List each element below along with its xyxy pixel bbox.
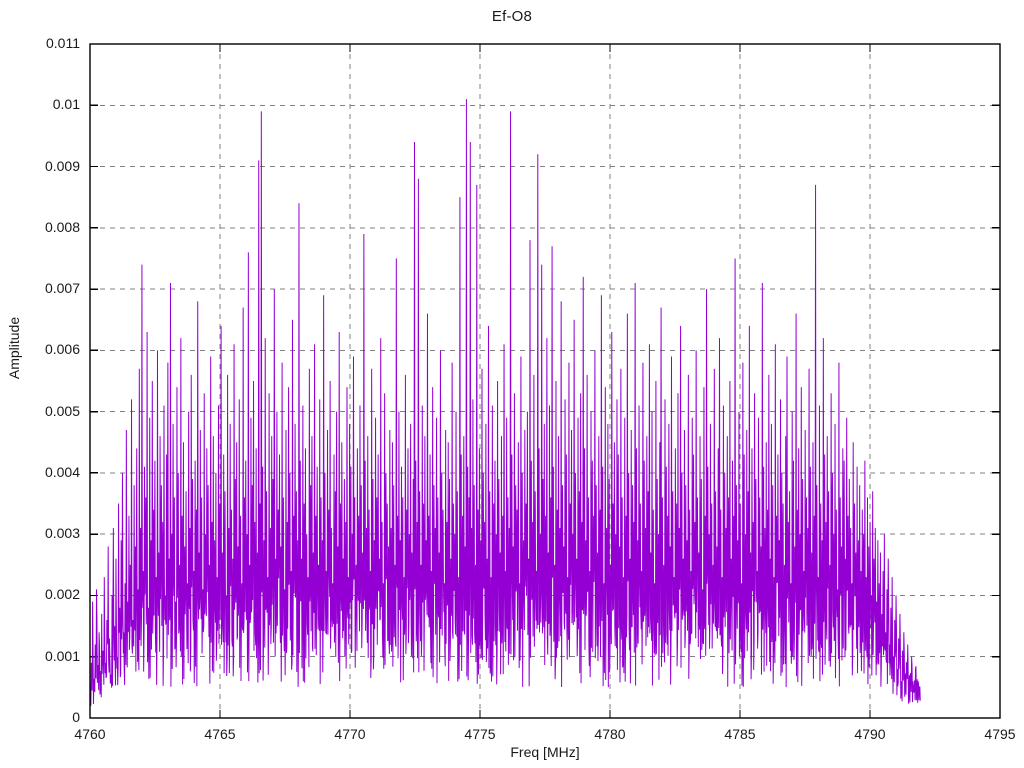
y-tick-label: 0.005 — [44, 402, 80, 419]
plot-border — [89, 43, 1001, 719]
x-tick-label: 4770 — [334, 726, 366, 742]
y-tick-label: 0.006 — [44, 341, 80, 358]
x-tick-label: 4790 — [854, 726, 886, 742]
x-axis-label: Freq [MHz] — [510, 744, 580, 760]
x-tick-label: 4760 — [74, 726, 106, 742]
x-tick-label: 4780 — [594, 726, 626, 742]
y-tick-label: 0 — [72, 709, 80, 725]
x-tick-label: 4765 — [204, 726, 236, 742]
y-tick-label: 0.009 — [44, 157, 80, 174]
x-tick-label: 4775 — [464, 726, 496, 742]
y-tick-label: 0.004 — [44, 463, 80, 480]
y-tick-label: 0.007 — [44, 280, 80, 297]
y-tick-label: 0.002 — [44, 586, 80, 603]
x-tick-label: 4795 — [984, 726, 1016, 742]
x-tick-label: 4785 — [724, 726, 756, 742]
y-tick-label: 0.001 — [44, 647, 80, 664]
y-tick-label: 0.01 — [52, 96, 80, 113]
data-series-layer — [90, 99, 921, 706]
chart-title: Ef-O8 — [491, 8, 533, 25]
y-tick-label: 0.003 — [44, 525, 80, 542]
data-series-path — [90, 99, 921, 706]
y-tick-label: 0.011 — [46, 35, 80, 51]
y-tick-label: 0.008 — [44, 218, 80, 235]
